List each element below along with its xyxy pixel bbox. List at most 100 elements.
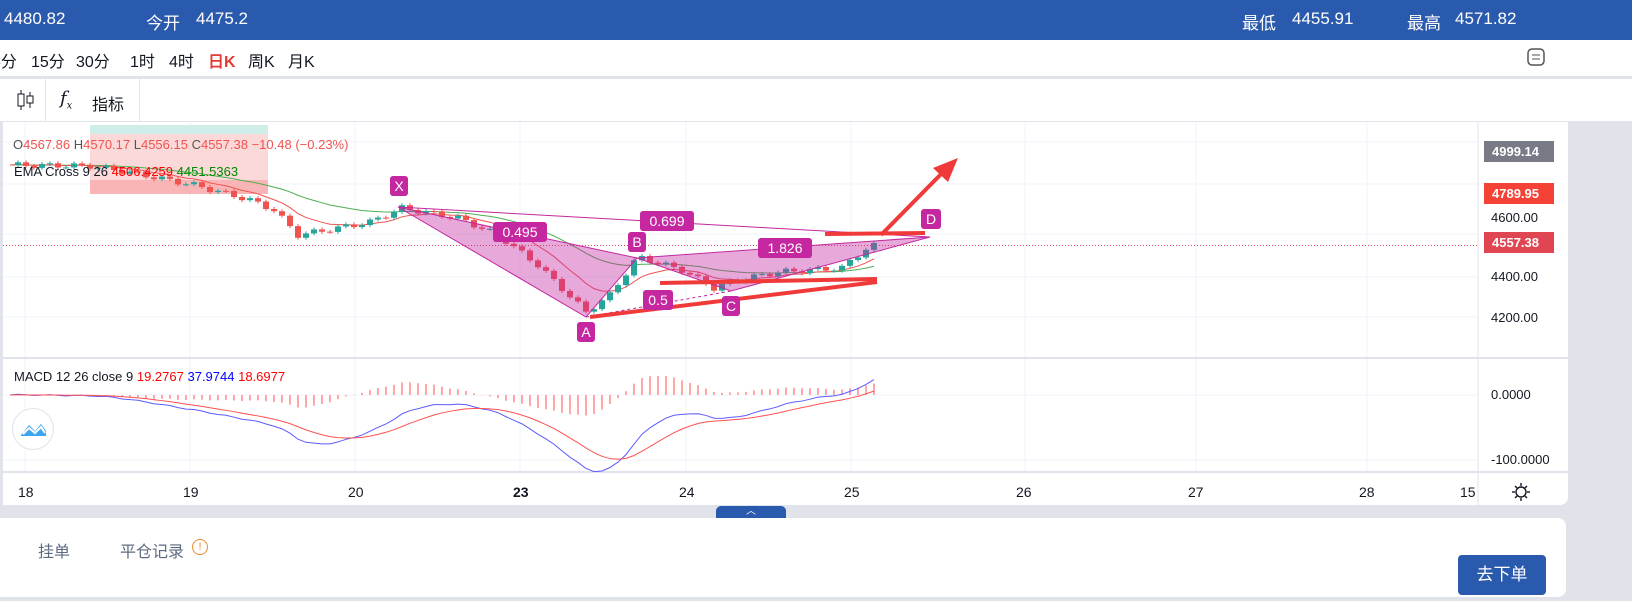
macd-tick: -100.0000 (1491, 452, 1550, 467)
candle (191, 182, 197, 185)
candle (639, 256, 645, 261)
candle (599, 300, 605, 310)
candle (671, 262, 677, 267)
tf-30m[interactable]: 30分 (76, 54, 110, 71)
candle (791, 268, 797, 272)
candle (463, 215, 469, 221)
tab-closed-records[interactable]: 平仓记录 (120, 544, 185, 561)
candle (39, 164, 45, 168)
arrow-head-icon (933, 158, 958, 182)
time-tick: 28 (1359, 484, 1375, 500)
candle (343, 224, 349, 227)
collapse-panel-button[interactable]: ︿ (716, 506, 786, 518)
candle (679, 266, 685, 273)
order-panel: 挂单 平仓记录 ! (0, 518, 1566, 597)
chart-type-button[interactable] (3, 79, 46, 121)
macd-line (9, 379, 875, 473)
point-label-c: C (726, 298, 736, 314)
quote-header: 4480.82 今开 4475.2 最低 4455.91 最高 4571.82 (0, 0, 1632, 40)
candle (583, 301, 589, 312)
candle (367, 219, 373, 226)
candle (287, 215, 293, 227)
tf-5m[interactable]: 5分 (0, 54, 17, 71)
price-tag-gray: 4999.14 (1484, 141, 1554, 162)
candle (839, 265, 845, 271)
candle (815, 267, 821, 270)
candle (559, 278, 565, 291)
high-value: 4571.82 (1455, 9, 1517, 28)
candle (719, 283, 725, 291)
close: 4557.38 (200, 137, 248, 152)
tf-1w[interactable]: 周K (248, 54, 275, 71)
candle (239, 196, 245, 201)
price-tag-red: 4789.95 (1484, 183, 1554, 204)
candle (487, 228, 493, 230)
point-label-d-bg (921, 209, 941, 229)
candle (55, 163, 61, 168)
ratio-label-ac-bg (643, 290, 673, 310)
chart-area[interactable]: X A B C D 0.495 0.5 0.699 1.826 O4567.86 H4570.1… (3, 122, 1568, 505)
price-tick: 4200.00 (1491, 310, 1538, 325)
candle (47, 163, 53, 165)
point-label-a: A (581, 324, 591, 340)
tf-15m[interactable]: 15分 (31, 54, 65, 71)
candle (423, 211, 429, 214)
candle (303, 233, 309, 238)
place-order-button[interactable]: 去下单 (1458, 555, 1546, 595)
low-label: 最低 (1242, 14, 1276, 33)
tf-1d[interactable]: 日K (208, 54, 236, 71)
candle (439, 211, 445, 217)
macd-signal: 18.6977 (238, 369, 286, 384)
point-label-c-bg (722, 296, 740, 316)
price-tick: 4600.00 (1491, 210, 1538, 225)
candle (231, 190, 237, 197)
chart-canvas[interactable]: X A B C D 0.495 0.5 0.699 1.826 (3, 122, 1568, 505)
tab-pending-orders[interactable]: 挂单 (38, 544, 71, 561)
candle (335, 226, 341, 232)
candle (615, 285, 621, 293)
candle (783, 268, 789, 273)
high-label: 最高 (1407, 14, 1441, 33)
tf-4h[interactable]: 4时 (169, 54, 194, 71)
candle (855, 257, 861, 260)
price-tick: 4400.00 (1491, 269, 1538, 284)
candle (271, 209, 277, 212)
logo-button[interactable] (12, 408, 54, 450)
candle (687, 272, 693, 275)
candle (775, 272, 781, 277)
candle (695, 274, 701, 277)
macd-legend: MACD 12 26 close 9 19.2767 37.9744 18.69… (14, 369, 285, 384)
layout-icon[interactable] (1527, 48, 1545, 66)
candle (751, 274, 757, 281)
indicators-label: 指标 (92, 97, 125, 114)
point-label-b: B (632, 234, 641, 250)
candle (535, 260, 541, 268)
time-tick: 15 (1460, 484, 1476, 500)
settings-gear-icon[interactable] (1511, 482, 1531, 502)
tf-1h[interactable]: 1时 (130, 54, 155, 71)
ema-slow: 4451.5363 (176, 164, 239, 179)
candle (359, 225, 365, 228)
candle (295, 226, 301, 238)
candle (167, 176, 173, 179)
time-tick: 23 (513, 484, 529, 500)
ratio-label-xb-bg (493, 222, 547, 242)
info-warning-icon[interactable]: ! (192, 539, 208, 555)
open-label: 今开 (146, 14, 180, 33)
ema-fast: 4506.4259 (111, 164, 174, 179)
indicators-button[interactable]: fx 指标 (46, 79, 140, 121)
candle (127, 171, 133, 174)
open-value: 4475.2 (196, 9, 248, 28)
tf-1mo[interactable]: 月K (288, 54, 315, 71)
candle (351, 224, 357, 228)
candle (143, 171, 149, 178)
candle (647, 256, 653, 263)
low-value: 4455.91 (1292, 9, 1354, 28)
macd-signal-line (9, 390, 875, 460)
trend-line (659, 277, 878, 285)
time-tick: 19 (183, 484, 199, 500)
ratio-label-bd: 1.826 (767, 240, 802, 256)
candle (327, 231, 333, 233)
point-label-b-bg (628, 232, 646, 252)
candle (279, 211, 285, 216)
